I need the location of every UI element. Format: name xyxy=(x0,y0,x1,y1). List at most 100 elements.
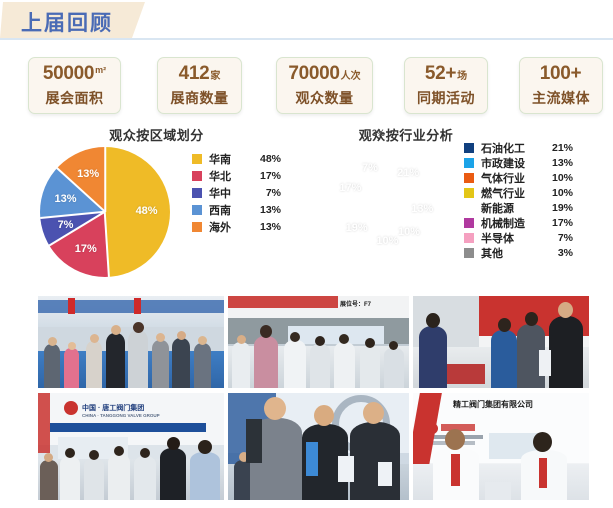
photo-person-head xyxy=(198,336,207,345)
legend-color-swatch xyxy=(192,221,202,232)
legend-item: 华中 7% xyxy=(192,184,281,201)
photo-person xyxy=(284,340,306,388)
photo-person-head xyxy=(133,322,144,333)
photo-brochure xyxy=(338,456,354,482)
photo-person-head xyxy=(315,336,325,346)
stat-label: 观众数量 xyxy=(295,89,354,106)
stat-label: 主流媒体 xyxy=(532,89,590,106)
legend-color-swatch xyxy=(464,187,474,198)
photo-person-head xyxy=(426,313,440,328)
legend-value: 13% xyxy=(259,203,281,216)
legend-item: 西南 13% xyxy=(192,201,281,218)
legend-color-swatch xyxy=(192,204,202,215)
gallery-photo[interactable]: 展位号：F7 xyxy=(228,296,409,388)
page-title: 上届回顾 xyxy=(21,12,113,35)
gallery-photo[interactable]: 精工阀门集团有限公司 xyxy=(413,393,589,500)
gallery-photo[interactable] xyxy=(38,296,224,388)
legend-label: 半导体 xyxy=(481,232,514,245)
legend-value: 21% xyxy=(551,141,573,154)
pie-slice-divider xyxy=(326,202,386,212)
photo-person-head xyxy=(498,318,511,332)
photo-person-head xyxy=(365,338,375,348)
legend-item: 海外 13% xyxy=(192,218,281,235)
photo-table xyxy=(485,482,511,500)
photo-person-head xyxy=(314,405,334,426)
legend-color-swatch xyxy=(192,187,202,198)
legend-label: 石油化工 xyxy=(481,142,525,155)
photo-person-head xyxy=(89,450,99,460)
legend-item: 华南 48% xyxy=(192,150,281,167)
pie-slice-divider xyxy=(384,144,386,203)
photo-person-head xyxy=(264,397,286,420)
legend-value: 17% xyxy=(551,216,573,229)
photo-person xyxy=(172,338,190,388)
legend-value: 7% xyxy=(265,186,281,199)
legend-item: 其他 3% xyxy=(464,245,573,260)
legend-value: 13% xyxy=(551,156,573,169)
photo-person xyxy=(384,348,404,388)
photo-person-head xyxy=(68,342,76,350)
stat-card: 100+ 主流媒体 xyxy=(519,57,603,114)
gallery-photo[interactable]: 中国 · 唐工阀门集团 CHINA · TANGGONG VALVE GROUP xyxy=(38,393,224,500)
photo-person-head xyxy=(198,440,212,454)
photo-person-head xyxy=(140,448,150,458)
legend-value: 10% xyxy=(551,171,573,184)
photo-person-head xyxy=(260,325,272,338)
legend-item: 气体行业 10% xyxy=(464,170,573,185)
photo-person-head xyxy=(65,448,75,458)
photo-person xyxy=(60,456,80,500)
gallery-photo[interactable] xyxy=(413,296,589,388)
legend-color-swatch xyxy=(464,157,474,168)
photo-booth-panel xyxy=(288,326,384,344)
stat-number: 50000 xyxy=(42,62,95,84)
stat-number: 412 xyxy=(178,62,210,84)
legend-value: 13% xyxy=(259,220,281,233)
legend-item: 华北 17% xyxy=(192,167,281,184)
pie-slice-divider xyxy=(56,167,106,213)
stat-number: 70000 xyxy=(288,62,340,84)
chart-legend-industry: 石油化工 21% 市政建设 13% 气体行业 10% 燃气行业 10% 新能源 19% 机械制造 17… xyxy=(464,140,573,260)
photo-person xyxy=(128,330,148,388)
pie-slice-divider xyxy=(369,202,386,261)
photo-person-head xyxy=(290,332,300,342)
photo-person xyxy=(44,344,60,388)
legend-color-swatch xyxy=(464,142,474,153)
photo-booth-label xyxy=(441,424,475,431)
photo-booth-banner xyxy=(38,300,224,313)
stat-value: 52+ 场 xyxy=(425,64,467,83)
legend-label: 新能源 xyxy=(481,202,514,215)
legend-value: 48% xyxy=(259,152,281,165)
photo-person xyxy=(134,456,156,500)
legend-color-swatch xyxy=(464,172,474,183)
photo-person xyxy=(360,346,380,388)
stat-unit: m² xyxy=(95,64,107,75)
legend-label: 气体行业 xyxy=(481,172,525,185)
photo-accent xyxy=(134,298,141,314)
photo-brochure xyxy=(378,462,392,486)
photo-person xyxy=(334,342,355,388)
legend-label: 华南 xyxy=(209,153,231,166)
photo-person-head xyxy=(48,337,57,346)
pie-slice-divider xyxy=(104,211,110,277)
stat-card: 52+ 场 同期活动 xyxy=(404,57,488,114)
stat-unit: 场 xyxy=(457,70,468,82)
photo-person xyxy=(152,340,169,388)
photo-person-head xyxy=(111,325,121,335)
stat-number: 52+ xyxy=(424,62,457,84)
photo-person-head xyxy=(167,437,180,450)
photo-backpack-strap xyxy=(246,419,262,463)
pie-chart-region: 48% 17% 7% 13% 13% xyxy=(40,147,170,277)
legend-label: 燃气行业 xyxy=(481,187,525,200)
stat-label: 展商数量 xyxy=(170,89,229,106)
legend-item: 市政建设 13% xyxy=(464,155,573,170)
stat-label: 同期活动 xyxy=(417,89,475,106)
stat-value: 50000 m² xyxy=(43,64,106,83)
stat-value: 412 家 xyxy=(179,64,221,83)
photo-person xyxy=(232,342,250,388)
pie-slice-divider xyxy=(104,147,106,212)
photo-person xyxy=(419,326,447,388)
chart-legend-region: 华南 48% 华北 17% 华中 7% 西南 13% 海外 13% xyxy=(192,150,281,235)
banner-underline xyxy=(0,38,613,40)
gallery-photo[interactable] xyxy=(228,393,409,500)
photo-person xyxy=(86,341,102,388)
